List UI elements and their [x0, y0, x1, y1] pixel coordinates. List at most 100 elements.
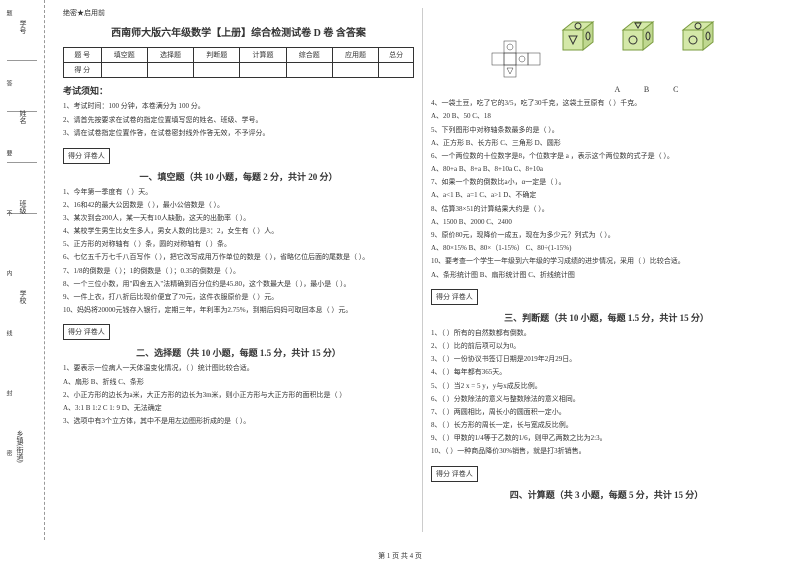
question: 2、（ ）比的前后项可以为0。 [431, 341, 782, 352]
question-options: A、扇形 B、折线 C、条形 [63, 377, 414, 388]
gutter-hint: 要 [4, 150, 13, 156]
question-options: A、a<1 B、a=1 C、a>1 D、不确定 [431, 190, 782, 201]
gutter-xuehao: 学号 [18, 20, 28, 34]
page: 学号 姓名 班级 学校 乡镇(街道) 题 答 要 不 内 线 封 密 绝密★启用… [0, 0, 800, 540]
exam-title: 西南师大版六年级数学【上册】综合检测试卷 D 卷 含答案 [63, 24, 414, 39]
notice-item: 1、考试时间：100 分钟，本卷满分为 100 分。 [63, 101, 414, 112]
cube-labels: A B C [431, 85, 782, 94]
question: 2、16和42的最大公因数是（ ），最小公倍数是（ ）。 [63, 200, 414, 211]
section4-title: 四、计算题（共 3 小题，每题 5 分，共计 15 分） [431, 488, 782, 501]
question: 10、要考查一个学生一年级到六年级的学习成绩的进步情况，采用（ ）比较合适。 [431, 256, 782, 267]
question: 8、（ ）长方形的周长一定，长与宽成反比例。 [431, 420, 782, 431]
question-options: A、80×15% B、80×（1-15%） C、80÷(1-15%) [431, 243, 782, 254]
score-box: 得分 评卷人 [63, 148, 110, 164]
th: 总分 [379, 48, 414, 63]
question-options: A、正方形 B、长方形 C、三角形 D、圆形 [431, 138, 782, 149]
notice-item: 3、请在试卷指定位置作答，在试卷密封线外作答无效，不予评分。 [63, 128, 414, 139]
td: 得 分 [64, 63, 102, 78]
cube-label-c: C [673, 85, 678, 94]
gutter-hint: 题 [4, 10, 13, 16]
gutter-hint: 内 [4, 270, 13, 276]
left-column: 绝密★启用前 西南师大版六年级数学【上册】综合检测试卷 D 卷 含答案 题 号 … [55, 8, 423, 532]
th: 综合题 [286, 48, 332, 63]
question: 4、（ ）每年都有365天。 [431, 367, 782, 378]
score-box: 得分 评卷人 [431, 289, 478, 305]
td[interactable] [101, 63, 147, 78]
question: 6、一个两位数的十位数字是8，个位数字是 a ，表示这个两位数的式子是（ ）。 [431, 151, 782, 162]
gutter-line [7, 60, 37, 61]
question: 4、一袋土豆，吃了它的3/5，吃了30千克，这袋土豆原有（ ）千克。 [431, 98, 782, 109]
question: 8、一个三位小数，用"四舍五入"法精确到百分位约是45.80，这个数最大是（ ）… [63, 279, 414, 290]
question-options: A、20 B、50 C、18 [431, 111, 782, 122]
question-options: A、3:1 B 1:2 C 1: 9 D、无法确定 [63, 403, 414, 414]
gutter-xuexiao: 学校 [18, 290, 28, 304]
cube-c-icon [673, 12, 723, 62]
question: 8、估算38×51的计算结果大约是（ ）。 [431, 204, 782, 215]
question: 1、要表示一位病人一天体温变化情况，（ ）统计图比较合适。 [63, 363, 414, 374]
question: 6、（ ）分数除法的意义与整数除法的意义相同。 [431, 394, 782, 405]
td[interactable] [286, 63, 332, 78]
th: 选择题 [147, 48, 193, 63]
gutter-hint: 密 [4, 450, 13, 456]
question: 3、（ ）一份协议书签订日期是2019年2月29日。 [431, 354, 782, 365]
binding-gutter: 学号 姓名 班级 学校 乡镇(街道) 题 答 要 不 内 线 封 密 [0, 0, 45, 540]
gutter-line [7, 162, 37, 163]
question: 9、一件上衣，打八折后比现价便宜了70元，这件衣服原价是（ ）元。 [63, 292, 414, 303]
td[interactable] [240, 63, 286, 78]
cube-label-a: A [614, 85, 619, 94]
cube-a-icon [553, 12, 603, 62]
section1-title: 一、填空题（共 10 小题，每题 2 分，共计 20 分） [63, 170, 414, 183]
question-options: A、80+a B、8+a B、8+10a C、8+10a [431, 164, 782, 175]
gutter-banji: 班级 [18, 200, 28, 214]
section3-title: 三、判断题（共 10 小题，每题 1.5 分，共计 15 分） [431, 311, 782, 324]
th: 判断题 [194, 48, 240, 63]
score-box: 得分 评卷人 [431, 466, 478, 482]
right-column: A B C 4、一袋土豆，吃了它的3/5，吃了30千克，这袋土豆原有（ ）千克。… [423, 8, 790, 532]
td[interactable] [332, 63, 378, 78]
page-footer: 第 1 页 共 4 页 [0, 551, 800, 561]
td[interactable] [379, 63, 414, 78]
gutter-hint: 封 [4, 390, 13, 396]
gutter-hint: 答 [4, 80, 13, 86]
cube-b-icon [613, 12, 663, 62]
th: 应用题 [332, 48, 378, 63]
table-row: 得 分 [64, 63, 414, 78]
question: 7、（ ）两圆相比，周长小的圆面积一定小。 [431, 407, 782, 418]
question: 3、选项中有3个立方体，其中不是用左边图形折成的是（ ）。 [63, 416, 414, 427]
gutter-hint: 不 [4, 210, 13, 216]
td[interactable] [147, 63, 193, 78]
question: 9、原价80元，现降价一成五，现在为多少元？列式为（ ）。 [431, 230, 782, 241]
content-area: 绝密★启用前 西南师大版六年级数学【上册】综合检测试卷 D 卷 含答案 题 号 … [45, 0, 800, 540]
question: 10、（ ）一种商品降价30%销售，就是打3折销售。 [431, 446, 782, 457]
question: 6、七亿五千万七千八百写作（ ），把它改写成用万作单位的数是（ ），省略亿位后面… [63, 252, 414, 263]
section2-title: 二、选择题（共 10 小题，每题 1.5 分，共计 15 分） [63, 346, 414, 359]
th: 题 号 [64, 48, 102, 63]
table-row: 题 号 填空题 选择题 判断题 计算题 综合题 应用题 总分 [64, 48, 414, 63]
question: 3、某次到会200人，某一天有10人缺勤，这天的出勤率（ ）。 [63, 213, 414, 224]
question: 9、（ ）甲数的1/4等于乙数的1/6，则甲乙两数之比为2:3。 [431, 433, 782, 444]
notice-item: 2、请首先按要求在试卷的指定位置填写您的姓名、班级、学号。 [63, 115, 414, 126]
th: 计算题 [240, 48, 286, 63]
td[interactable] [194, 63, 240, 78]
gutter-xiangzhen: 乡镇(街道) [15, 430, 25, 463]
question: 4、某校学生男生比女生多人，男女人数的比是3：2，女生有（ ）人。 [63, 226, 414, 237]
question-options: A、条形统计图 B、扇形统计图 C、折线统计图 [431, 270, 782, 281]
question: 7、如果一个数的倒数比a小，α一定是（ ）。 [431, 177, 782, 188]
question: 5、正方形的对称轴有（ ）条，圆的对称轴有（ ）条。 [63, 239, 414, 250]
question-options: A、1500 B、2000 C、2400 [431, 217, 782, 228]
question: 1、（ ）所有的自然数都有倒数。 [431, 328, 782, 339]
question: 2、小正方形的边长为a米，大正方形的边长为3m米，则小正方形与大正方形的面积比是… [63, 390, 414, 401]
question: 7、1/8的倒数是（ ）；1的倒数是（ ）；0.35的倒数是（ ）。 [63, 266, 414, 277]
secret-label: 绝密★启用前 [63, 8, 414, 18]
question: 5、（ ）当2 x = 5 y，y与x成反比例。 [431, 381, 782, 392]
question: 10、妈妈将20000元钱存入银行，定期三年，年利率为2.75%，到期后妈妈可取… [63, 305, 414, 316]
cube-net-icon [487, 35, 547, 85]
gutter-xingming: 姓名 [18, 110, 28, 124]
gutter-hint: 线 [4, 330, 13, 336]
cube-figures: A B C [431, 12, 782, 94]
score-box: 得分 评卷人 [63, 324, 110, 340]
score-table: 题 号 填空题 选择题 判断题 计算题 综合题 应用题 总分 得 分 [63, 47, 414, 78]
notice-list: 1、考试时间：100 分钟，本卷满分为 100 分。 2、请首先按要求在试卷的指… [63, 101, 414, 139]
notice-heading: 考试须知： [63, 84, 414, 97]
question: 5、下列图形中对称轴条数最多的是（ ）。 [431, 125, 782, 136]
